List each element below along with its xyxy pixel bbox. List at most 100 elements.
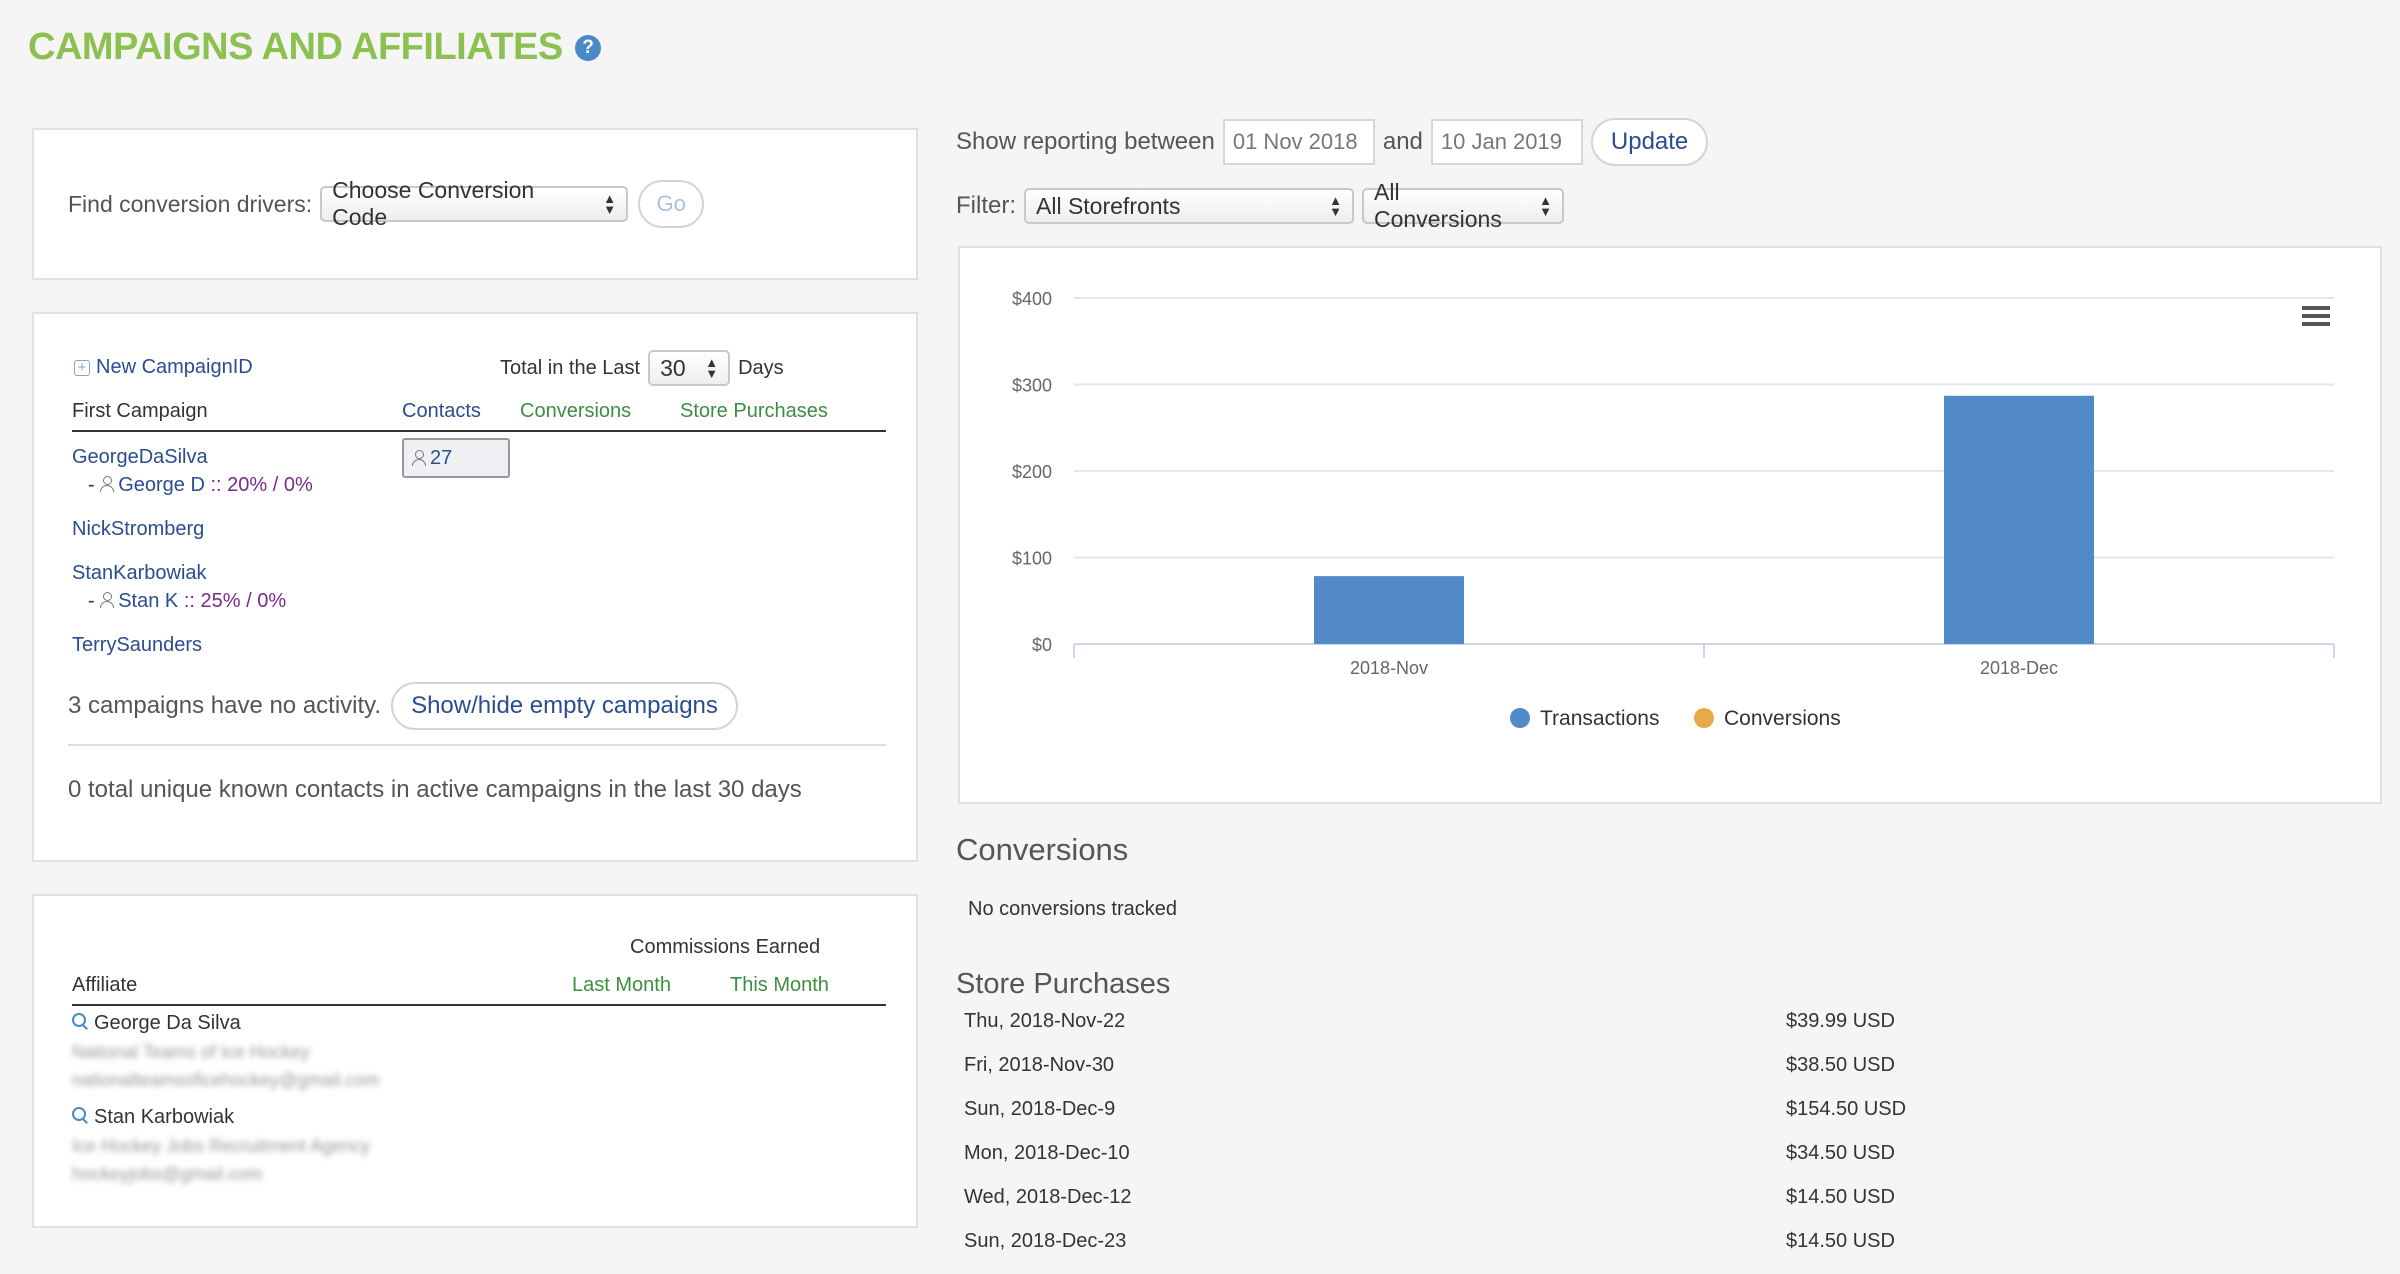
campaign-user-stats: :: 20% / 0% (204, 474, 313, 496)
y-tick-label: $0 (1032, 635, 1052, 655)
y-tick-label: $400 (1012, 289, 1052, 309)
finder-label: Find conversion drivers: (68, 190, 313, 217)
search-icon[interactable] (72, 1107, 88, 1123)
legend-label: Conversions (1724, 707, 1841, 730)
col-contacts[interactable]: Contacts (402, 400, 481, 422)
purchase-amount: $14.50 USD (1786, 1230, 1895, 1252)
affiliate-name: George Da Silva (94, 1012, 241, 1034)
conversion-finder-panel: Find conversion drivers: Choose Conversi… (32, 128, 918, 280)
affiliates-panel: Commissions Earned Affiliate Last Month … (32, 894, 918, 1228)
conversion-filter-select[interactable]: All Conversions ▲ ▼ (1362, 179, 1564, 232)
legend-swatch (1510, 708, 1530, 728)
bar-transactions[interactable] (1944, 395, 2094, 644)
campaigns-panel: + New CampaignID Total in the Last 30 ▲ ▼ … (32, 312, 918, 862)
conversion-filter-value: All Conversions (1374, 179, 1502, 232)
col-store-purchases[interactable]: Store Purchases (680, 400, 828, 422)
days-suffix: Days (738, 356, 784, 379)
transactions-chart: $0 $100 $200 $300 $400 2018-Nov 2018-Dec Tran… (1012, 289, 2335, 730)
go-button[interactable]: Go (638, 180, 705, 228)
new-campaign-link[interactable]: + New CampaignID (74, 356, 253, 379)
campaign-link[interactable]: GeorgeDaSilva (72, 446, 208, 468)
contacts-count-badge[interactable]: 27 (402, 438, 510, 478)
update-button[interactable]: Update (1590, 118, 1709, 166)
page-title-text: CAMPAIGNS AND AFFILIATES (28, 26, 563, 68)
campaign-user-stats: :: 25% / 0% (178, 590, 287, 612)
campaign-user-link[interactable]: George D :: 20% / 0% (118, 474, 313, 496)
purchase-date: Sun, 2018-Dec-9 (964, 1098, 1116, 1120)
days-select[interactable]: 30 ▲ ▼ (648, 350, 731, 386)
help-icon[interactable]: ? (574, 34, 601, 61)
sub-prefix: - (88, 590, 101, 612)
y-tick-label: $100 (1012, 549, 1052, 569)
purchase-date: Thu, 2018-Nov-22 (964, 1010, 1126, 1032)
affiliate-header-divider (72, 1004, 886, 1006)
campaign-user-link[interactable]: Stan K :: 25% / 0% (118, 590, 286, 612)
affiliate-email: hockeyjobs@gmail.com (72, 1164, 263, 1184)
x-tick-label: 2018-Dec (1980, 658, 2058, 678)
summary-text: 0 total unique known contacts in active … (68, 776, 802, 803)
affiliate-name: Stan Karbowiak (94, 1106, 235, 1128)
purchase-date: Wed, 2018-Dec-12 (964, 1186, 1132, 1208)
purchase-date: Mon, 2018-Dec-10 (964, 1142, 1130, 1164)
add-campaign-icon: + (74, 359, 90, 376)
campaign-user-name: Stan K (118, 590, 179, 612)
affiliate-row: Stan Karbowiak (72, 1106, 234, 1129)
purchase-date: Fri, 2018-Nov-30 (964, 1054, 1115, 1076)
y-tick-label: $300 (1012, 376, 1052, 396)
filter-row: Filter: All Storefronts ▲ ▼ All Conversio… (956, 179, 1564, 232)
conversion-code-select[interactable]: Choose Conversion Code ▲ ▼ (320, 177, 629, 230)
summary-divider (68, 744, 886, 746)
and-label: and (1382, 128, 1423, 155)
affiliate-row: George Da Silva (72, 1012, 241, 1035)
purchase-amount: $38.50 USD (1786, 1054, 1895, 1076)
commissions-header: Commissions Earned (630, 936, 821, 958)
legend-swatch (1694, 708, 1714, 728)
campaign-link[interactable]: NickStromberg (72, 518, 205, 540)
legend-label: Transactions (1540, 707, 1659, 730)
col-conversions[interactable]: Conversions (520, 400, 632, 422)
chart-panel: $0 $100 $200 $300 $400 2018-Nov 2018-Dec Tran… (958, 246, 2382, 804)
legend-item[interactable]: Conversions (1694, 707, 1841, 730)
filter-label: Filter: (956, 192, 1016, 219)
show-hide-empty-button[interactable]: Show/hide empty campaigns (391, 682, 738, 730)
campaign-link[interactable]: StanKarbowiak (72, 562, 207, 584)
end-date-input[interactable]: 10 Jan 2019 (1430, 119, 1583, 165)
conversions-empty: No conversions tracked (968, 898, 1177, 920)
user-icon (100, 476, 115, 492)
affiliate-org: Ice Hockey Jobs Recruitment Agency (72, 1136, 371, 1156)
new-campaign-label: New CampaignID (96, 356, 253, 378)
search-icon[interactable] (72, 1013, 88, 1029)
hamburger-menu-icon[interactable] (2302, 306, 2330, 326)
start-date-input[interactable]: 01 Nov 2018 (1222, 119, 1375, 165)
contacts-user-icon (412, 450, 426, 466)
affiliate-email: nationalteamsoficehockey@gmail.com (72, 1070, 380, 1090)
y-tick-label: $200 (1012, 462, 1052, 482)
purchase-amount: $154.50 USD (1786, 1098, 1907, 1120)
reporting-prefix: Show reporting between (956, 128, 1215, 155)
legend-item[interactable]: Transactions (1510, 707, 1659, 730)
total-prefix: Total in the Last (500, 356, 641, 379)
purchase-amount: $39.99 USD (1786, 1010, 1895, 1032)
campaign-user-line: - George D :: 20% / 0% (88, 474, 313, 497)
affiliate-org: National Teams of Ice Hockey (72, 1042, 310, 1062)
contacts-count: 27 (430, 446, 453, 469)
reporting-range: Show reporting between 01 Nov 2018 and 1… (956, 118, 1709, 166)
store-purchases-title: Store Purchases (956, 968, 1171, 1000)
col-first-campaign: First Campaign (72, 400, 208, 422)
col-this-month: This Month (730, 974, 829, 996)
select-arrows-icon: ▲ ▼ (603, 191, 617, 217)
campaign-link[interactable]: TerrySaunders (72, 634, 203, 656)
sub-prefix: - (88, 474, 101, 496)
x-tick-label: 2018-Nov (1350, 658, 1428, 678)
user-icon (100, 592, 115, 608)
bar-transactions[interactable] (1314, 576, 1464, 644)
purchase-date: Sun, 2018-Dec-23 (964, 1230, 1127, 1252)
campaign-user-name: George D (118, 474, 205, 496)
purchase-amount: $34.50 USD (1786, 1142, 1895, 1164)
conversions-title: Conversions (956, 832, 1129, 867)
storefront-value: All Storefronts (1036, 192, 1181, 219)
no-activity-text: 3 campaigns have no activity. (68, 692, 382, 719)
campaign-user-line: - Stan K :: 25% / 0% (88, 590, 286, 613)
storefront-select[interactable]: All Storefronts ▲ ▼ (1024, 188, 1354, 224)
conversion-code-value: Choose Conversion Code (332, 177, 535, 230)
